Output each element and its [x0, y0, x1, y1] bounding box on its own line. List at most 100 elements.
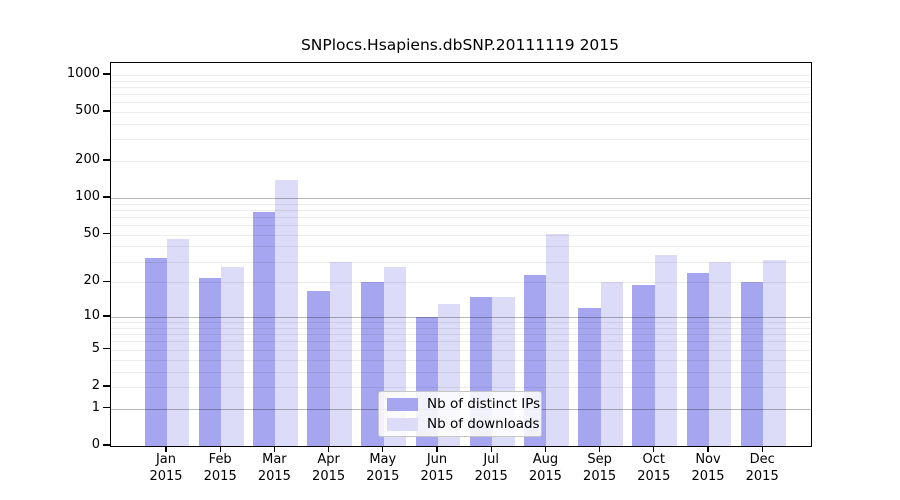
bar-downloads-dec [763, 259, 786, 446]
y-tick-100 [103, 196, 110, 198]
gridline-4 [111, 359, 811, 361]
x-tick-label-mar: Mar 2015 [257, 452, 291, 484]
y-tick-label-500: 500 [75, 103, 100, 119]
x-tick-label-sep: Sep 2015 [583, 452, 617, 484]
y-tick-500 [103, 110, 110, 112]
x-tick-label-jan: Jan 2015 [149, 452, 183, 484]
gridline-5 [111, 349, 811, 351]
bar-downloads-jan [167, 239, 190, 446]
y-tick-label-200: 200 [75, 152, 100, 168]
bar-distinct-ips-nov [686, 273, 709, 446]
bar-downloads-apr [329, 261, 352, 446]
y-tick-50 [103, 233, 110, 235]
y-tick-1 [103, 407, 110, 409]
y-tick-label-0: 0 [91, 437, 100, 452]
gridline-9 [111, 322, 811, 324]
y-tick-label-1000: 1000 [66, 65, 100, 81]
bar-distinct-ips-sep [578, 308, 601, 446]
gridline-40 [111, 246, 811, 248]
gridline-300 [111, 139, 811, 141]
y-tick-0 [103, 444, 110, 446]
gridline-30 [111, 261, 811, 263]
gridline-100 [111, 198, 811, 200]
gridline-800 [111, 86, 811, 88]
gridline-200 [111, 161, 811, 163]
gridline-2 [111, 386, 811, 388]
legend-label-downloads: Nb of downloads [427, 416, 540, 432]
x-tick-nov [707, 446, 709, 452]
y-tick-1000 [103, 73, 110, 75]
gridline-3 [111, 371, 811, 373]
x-tick-label-jul: Jul 2015 [474, 452, 508, 484]
bar-downloads-oct [654, 255, 678, 446]
bar-distinct-ips-jan [144, 258, 167, 446]
x-tick-label-jun: Jun 2015 [420, 452, 454, 484]
x-tick-label-nov: Nov 2015 [691, 452, 725, 484]
y-tick-2 [103, 385, 110, 387]
x-tick-label-oct: Oct 2015 [637, 452, 671, 484]
x-tick-dec [761, 446, 763, 452]
y-tick-label-20: 20 [83, 273, 100, 289]
x-tick-jun [436, 446, 438, 452]
y-tick-label-2: 2 [91, 377, 100, 393]
y-tick-label-5: 5 [91, 340, 100, 356]
gridline-10 [111, 317, 811, 319]
bar-distinct-ips-feb [198, 277, 222, 446]
x-tick-oct [653, 446, 655, 452]
gridline-50 [111, 234, 811, 236]
y-tick-10 [103, 315, 110, 317]
gridline-20 [111, 282, 811, 284]
plot-area [110, 62, 812, 447]
bar-distinct-ips-oct [632, 285, 655, 446]
legend-row-distinct-ips: Nb of distinct IPs [379, 396, 541, 412]
gridline-60 [111, 225, 811, 227]
y-tick-20 [103, 280, 110, 283]
x-tick-apr [327, 446, 330, 452]
x-tick-label-may: May 2015 [366, 452, 400, 484]
legend-swatch-distinct-ips [387, 397, 418, 411]
bar-distinct-ips-apr [307, 290, 330, 446]
chart-title: SNPlocs.Hsapiens.dbSNP.20111119 2015 [300, 36, 620, 54]
gridline-70 [111, 216, 811, 218]
x-tick-jan [165, 446, 167, 452]
gridline-6 [111, 341, 811, 343]
gridline-400 [111, 123, 811, 125]
y-tick-label-100: 100 [75, 189, 100, 205]
bar-distinct-ips-dec [740, 282, 764, 446]
x-tick-jul [490, 446, 492, 452]
gridline-900 [111, 80, 811, 82]
x-tick-mar [273, 446, 276, 452]
gridline-8 [111, 327, 811, 329]
legend: Nb of distinct IPs Nb of downloads [378, 391, 542, 437]
x-tick-label-feb: Feb 2015 [203, 452, 237, 484]
bar-downloads-feb [221, 267, 244, 446]
bar-downloads-aug [546, 233, 569, 446]
bar-downloads-nov [709, 261, 732, 446]
y-tick-label-50: 50 [83, 225, 100, 241]
y-tick-label-10: 10 [83, 308, 100, 324]
gridline-80 [111, 209, 811, 211]
gridline-90 [111, 203, 811, 205]
y-tick-5 [103, 348, 110, 350]
x-tick-label-dec: Dec 2015 [745, 452, 779, 484]
y-tick-label-1: 1 [91, 399, 100, 415]
gridline-500 [111, 112, 811, 114]
gridline-1000 [111, 74, 811, 76]
gridline-700 [111, 93, 811, 95]
bar-distinct-ips-mar [253, 211, 276, 446]
legend-swatch-downloads [387, 417, 418, 431]
x-tick-aug [544, 446, 547, 452]
legend-row-downloads: Nb of downloads [379, 416, 541, 432]
x-tick-sep [598, 446, 601, 452]
bar-downloads-mar [275, 180, 298, 446]
x-tick-feb [219, 446, 221, 452]
x-tick-may [382, 446, 384, 452]
y-tick-200 [103, 159, 110, 161]
gridline-7 [111, 334, 811, 336]
legend-label-distinct-ips: Nb of distinct IPs [427, 396, 541, 412]
x-tick-label-apr: Apr 2015 [312, 452, 346, 484]
gridline-600 [111, 102, 811, 104]
bar-downloads-sep [600, 282, 623, 446]
x-tick-label-aug: Aug 2015 [528, 452, 562, 484]
